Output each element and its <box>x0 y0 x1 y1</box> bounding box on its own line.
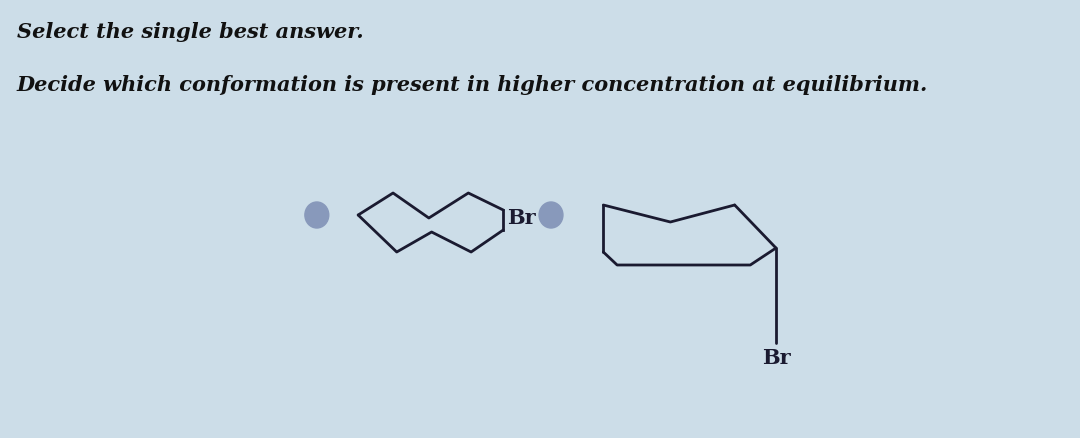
Text: Br: Br <box>507 208 536 228</box>
Circle shape <box>305 202 328 228</box>
Text: Br: Br <box>761 348 791 368</box>
Text: Decide which conformation is present in higher concentration at equilibrium.: Decide which conformation is present in … <box>16 75 928 95</box>
Circle shape <box>539 202 563 228</box>
Text: Select the single best answer.: Select the single best answer. <box>16 22 363 42</box>
